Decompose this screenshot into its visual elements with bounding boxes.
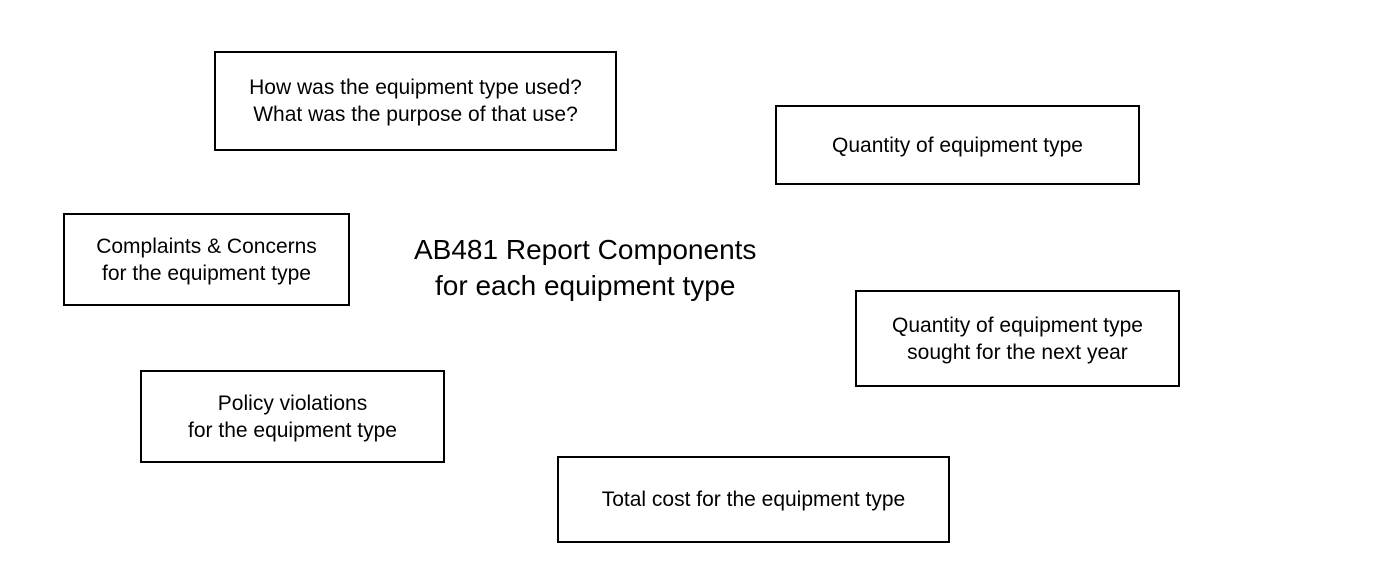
box-total-cost-line1: Total cost for the equipment type: [602, 486, 906, 513]
box-complaints: Complaints & Concerns for the equipment …: [63, 213, 350, 306]
central-title-line2: for each equipment type: [414, 268, 756, 304]
central-title: AB481 Report Components for each equipme…: [414, 232, 756, 304]
box-quantity-next-year: Quantity of equipment type sought for th…: [855, 290, 1180, 387]
box-complaints-line1: Complaints & Concerns: [96, 233, 317, 260]
box-complaints-line2: for the equipment type: [102, 260, 311, 287]
box-quantity: Quantity of equipment type: [775, 105, 1140, 185]
box-policy-violations-line1: Policy violations: [218, 390, 367, 417]
central-title-line1: AB481 Report Components: [414, 232, 756, 268]
box-how-used-line2: What was the purpose of that use?: [253, 101, 578, 128]
box-quantity-next-year-line2: sought for the next year: [907, 339, 1128, 366]
box-policy-violations-line2: for the equipment type: [188, 417, 397, 444]
box-how-used: How was the equipment type used? What wa…: [214, 51, 617, 151]
box-policy-violations: Policy violations for the equipment type: [140, 370, 445, 463]
box-how-used-line1: How was the equipment type used?: [249, 74, 582, 101]
box-quantity-line1: Quantity of equipment type: [832, 132, 1083, 159]
box-total-cost: Total cost for the equipment type: [557, 456, 950, 543]
box-quantity-next-year-line1: Quantity of equipment type: [892, 312, 1143, 339]
